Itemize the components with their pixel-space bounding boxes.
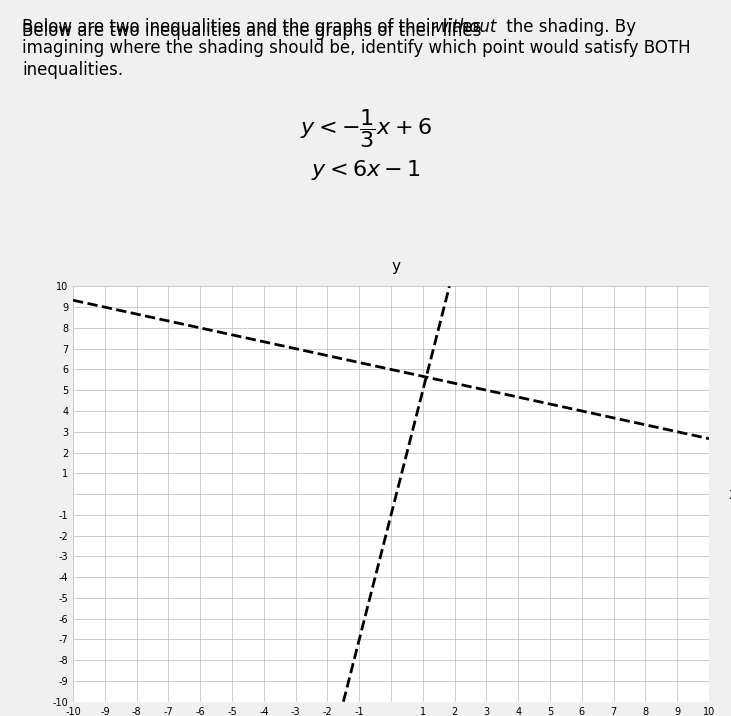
Text: Below are two inequalities and the graphs of their lines: Below are two inequalities and the graph…: [22, 18, 487, 36]
Text: inequalities.: inequalities.: [22, 61, 123, 79]
Text: imagining where the shading should be, identify which point would satisfy BOTH: imagining where the shading should be, i…: [22, 39, 691, 57]
Text: Below are two inequalities and the graphs of their lines: Below are two inequalities and the graph…: [22, 21, 487, 40]
Text: y: y: [391, 259, 401, 274]
Text: $y < 6x - 1$: $y < 6x - 1$: [311, 158, 420, 182]
Text: $y < -\dfrac{1}{3}x + 6$: $y < -\dfrac{1}{3}x + 6$: [300, 107, 431, 150]
Text: x: x: [728, 487, 731, 501]
Text: Below are two inequalities and the graphs of their lines: Below are two inequalities and the graph…: [22, 21, 487, 40]
Text: the shading. By: the shading. By: [501, 18, 636, 36]
Text: without: without: [435, 18, 497, 36]
